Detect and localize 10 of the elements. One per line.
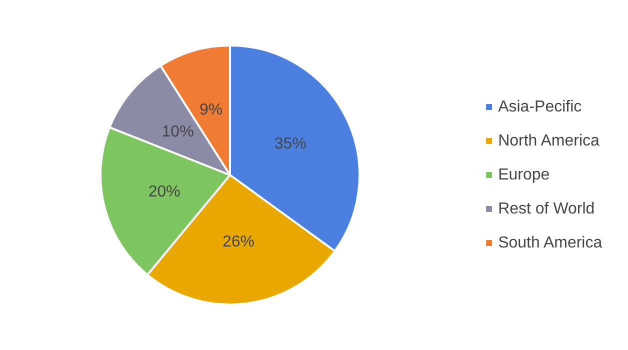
data-label: 10% [162, 123, 194, 140]
data-label: 20% [148, 183, 180, 200]
legend-label: North America [498, 132, 600, 150]
data-label: 9% [200, 101, 223, 118]
legend-label: Europe [498, 166, 550, 184]
data-label: 26% [222, 234, 255, 251]
legend-label: Asia-Pecific [498, 98, 582, 116]
legend-label: South America [498, 234, 602, 252]
legend-label: Rest of World [498, 200, 595, 218]
data-label: 35% [274, 136, 306, 153]
